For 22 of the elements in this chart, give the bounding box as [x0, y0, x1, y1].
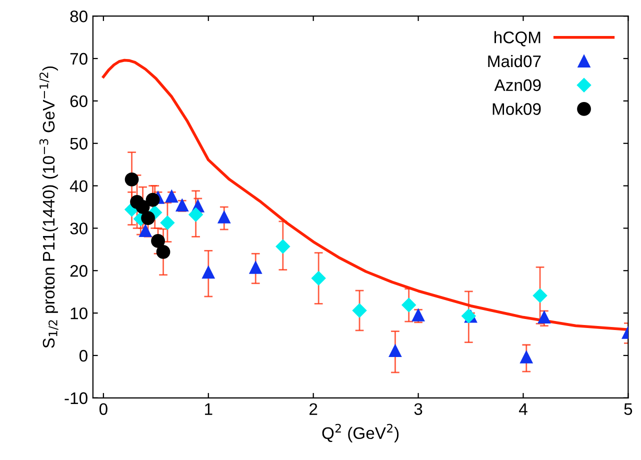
y-tick-label: 10 — [70, 307, 88, 320]
y-tick-label: 40 — [70, 180, 88, 192]
y-axis-title: S$_{1/2}$ proton P11(1440) (10$^{−3}$ GeV$^{−1/2}$) — [39, 66, 58, 348]
legend-label: Mok09 — [492, 102, 541, 115]
x-tick-label: 4 — [518, 403, 528, 415]
x-axis-title: Q$^{2}$ (GeV$^{2}$) — [322, 424, 399, 442]
y-tick-label: 80 — [70, 10, 88, 22]
x-tick-label: 5 — [624, 403, 632, 416]
y-tick-label: 50 — [70, 138, 88, 150]
x-tick-label: 3 — [414, 403, 422, 416]
y-tick-label: 70 — [70, 52, 88, 65]
y-tick-label: 0 — [79, 350, 88, 362]
y-tick-label: 20 — [70, 265, 88, 277]
x-tick-label: 1 — [205, 403, 212, 415]
y-tick-label: 30 — [70, 222, 88, 234]
x-tick-label: 0 — [99, 403, 108, 416]
x-tick-label: 2 — [310, 403, 318, 415]
legend-label: Azn09 — [494, 79, 541, 92]
legend-label: hCQM — [494, 31, 540, 46]
legend-label: Maid07 — [488, 54, 541, 68]
y-tick-label: -10 — [64, 392, 88, 404]
y-tick-label: 60 — [70, 95, 88, 108]
